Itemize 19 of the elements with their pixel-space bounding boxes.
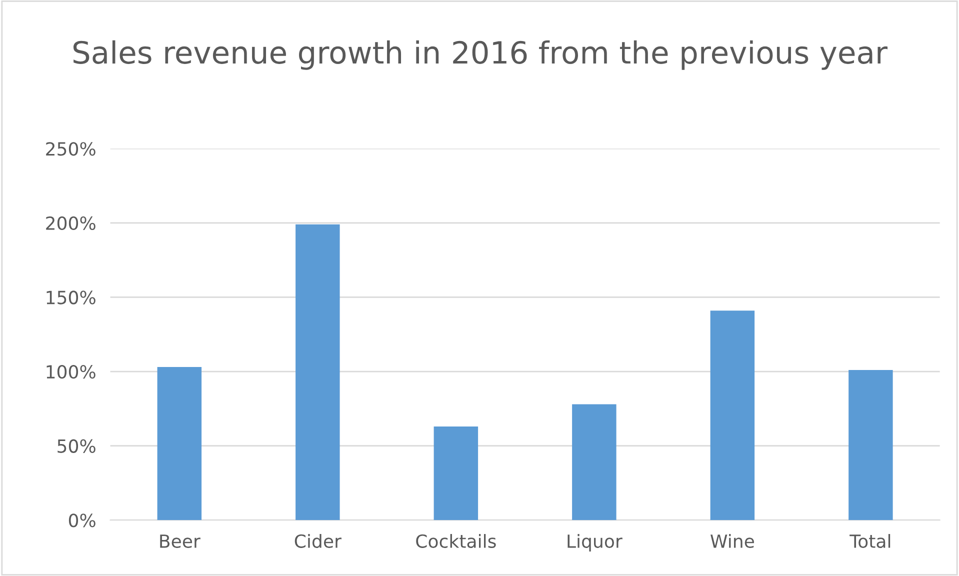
x-tick-label: Cocktails [416, 534, 496, 548]
x-tick-label: Wine [710, 534, 754, 548]
y-tick-label: 250% [46, 142, 96, 156]
chart-title: Sales revenue growth in 2016 from the previous year [73, 40, 888, 70]
y-tick-label: 150% [46, 290, 96, 304]
y-tick-label: 100% [46, 364, 96, 379]
bar [157, 367, 202, 520]
y-tick-label: 200% [46, 216, 96, 230]
bar [296, 224, 340, 520]
x-tick-label: Cider [294, 534, 342, 548]
x-tick-label: Beer [160, 534, 200, 548]
bar [710, 310, 755, 520]
bar [434, 426, 478, 520]
x-tick-label: Total [850, 534, 890, 548]
y-tick-label: 50% [58, 439, 96, 453]
bar [572, 404, 616, 520]
bar [848, 370, 893, 520]
y-tick-label: 0% [68, 514, 96, 528]
x-tick-label: Liquor [568, 534, 622, 552]
